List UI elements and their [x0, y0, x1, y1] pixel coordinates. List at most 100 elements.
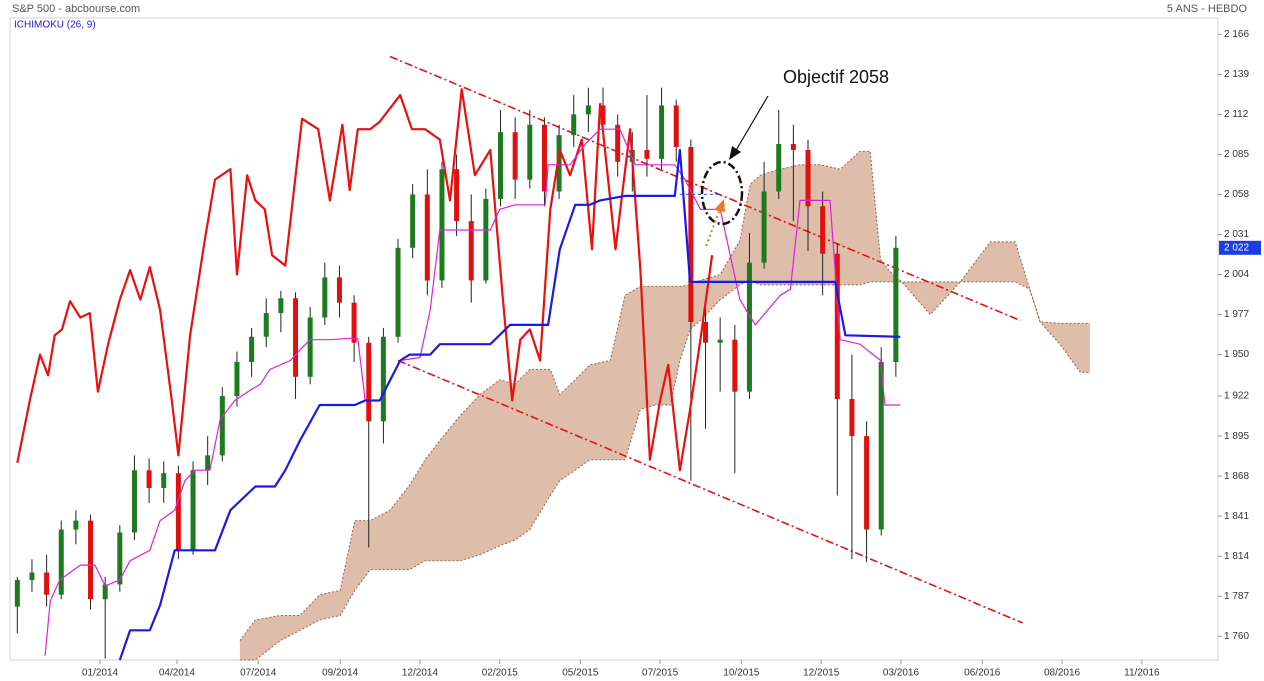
candle-body: [512, 132, 518, 180]
trend-line: [389, 55, 1021, 322]
candle-body: [73, 520, 79, 530]
indicator-line: [118, 148, 901, 661]
candle-body: [805, 149, 811, 207]
candle-body: [336, 277, 342, 303]
y-tick-label: 1 950: [1224, 349, 1249, 360]
y-tick-label: 1 868: [1224, 471, 1249, 482]
y-tick-label: 2 166: [1224, 29, 1249, 40]
candle-body: [307, 317, 313, 377]
last-price-label: 2 022: [1224, 242, 1249, 253]
y-tick-label: 1 922: [1224, 391, 1249, 402]
candle-body: [717, 339, 723, 343]
candle-body: [205, 455, 211, 471]
candle-body: [732, 339, 738, 392]
y-tick-label: 2 112: [1224, 109, 1249, 120]
candle-body: [249, 336, 255, 362]
x-tick-label: 12/2015: [803, 668, 840, 679]
x-tick-label: 03/2016: [883, 668, 920, 679]
candle-body: [175, 473, 181, 551]
x-tick-label: 07/2015: [642, 668, 679, 679]
candle-body: [571, 114, 577, 136]
candle-body: [673, 105, 679, 147]
candle-body: [615, 124, 621, 162]
candle-body: [44, 572, 50, 595]
y-tick-label: 1 841: [1224, 511, 1249, 522]
y-tick-label: 1 895: [1224, 431, 1249, 442]
chart-title: S&P 500 - abcbourse.com: [12, 3, 140, 15]
candle-body: [820, 206, 826, 254]
candle-body: [29, 572, 35, 580]
x-tick-label: 08/2016: [1044, 668, 1081, 679]
x-tick-label: 07/2014: [240, 668, 277, 679]
candle-body: [14, 579, 20, 607]
candle-body: [541, 124, 547, 192]
pointer-arrow: [734, 95, 769, 153]
candle-body: [659, 105, 665, 159]
candle-body: [483, 198, 489, 281]
x-tick-label: 04/2014: [159, 668, 196, 679]
x-tick-label: 11/2016: [1124, 668, 1160, 679]
candle-body: [790, 144, 796, 150]
candle-body: [117, 532, 123, 585]
x-tick-label: 02/2015: [482, 668, 519, 679]
candle-body: [644, 149, 650, 159]
candle-body: [776, 144, 782, 192]
candle-body: [893, 247, 899, 362]
y-tick-label: 1 977: [1224, 309, 1249, 320]
y-tick-label: 1 760: [1224, 631, 1249, 642]
x-tick-label: 09/2014: [322, 668, 359, 679]
candle-body: [146, 470, 152, 489]
y-tick-label: 2 031: [1224, 229, 1249, 240]
candle-body: [600, 105, 606, 125]
candle-body: [88, 520, 94, 600]
candle-body: [527, 124, 533, 180]
last-price-box: [1219, 240, 1261, 255]
candle-body: [322, 277, 328, 318]
candle-body: [395, 247, 401, 337]
x-tick-label: 01/2014: [82, 668, 119, 679]
candle-body: [263, 313, 269, 337]
candle-body: [424, 194, 430, 281]
candle-body: [293, 298, 299, 377]
target-circle: [700, 160, 744, 226]
candle-body: [468, 221, 474, 281]
candle-body: [878, 361, 884, 530]
candle-body: [834, 253, 840, 400]
y-tick-label: 2 058: [1224, 189, 1249, 200]
y-tick-label: 1 814: [1224, 551, 1249, 562]
x-tick-label: 12/2014: [402, 668, 439, 679]
x-tick-label: 05/2015: [562, 668, 599, 679]
candle-body: [864, 436, 870, 530]
candle-body: [761, 191, 767, 263]
candle-body: [161, 473, 167, 489]
cloud-edge: [239, 279, 1090, 661]
candle-body: [380, 336, 386, 422]
candle-body: [351, 302, 357, 343]
candle-body: [278, 298, 284, 314]
candle-body: [585, 105, 591, 115]
y-tick-label: 1 787: [1224, 591, 1249, 602]
x-tick-label: 06/2016: [964, 668, 1001, 679]
indicator-label: ICHIMOKU (26, 9): [14, 20, 96, 31]
candle-body: [102, 584, 108, 600]
y-tick-label: 2 004: [1224, 269, 1249, 280]
pointer-arrow-head: [729, 146, 741, 160]
candle-body: [410, 194, 416, 248]
candle-body: [131, 470, 137, 533]
candle-body: [234, 361, 240, 397]
indicator-line: [44, 128, 901, 656]
candle-body: [190, 470, 196, 551]
plot-layer: [14, 55, 1090, 661]
y-tick-label: 2 085: [1224, 149, 1249, 160]
candle-body: [219, 396, 225, 456]
trend-line: [397, 359, 1023, 624]
plot-frame: [9, 17, 1219, 661]
projection-arrow-head: [714, 199, 725, 212]
y-tick-label: 2 139: [1224, 69, 1249, 80]
candle-body: [556, 135, 562, 192]
target-label: Objectif 2058: [783, 67, 889, 87]
cloud-area: [239, 151, 1090, 660]
candle-body: [439, 169, 445, 281]
candle-body: [849, 399, 855, 437]
